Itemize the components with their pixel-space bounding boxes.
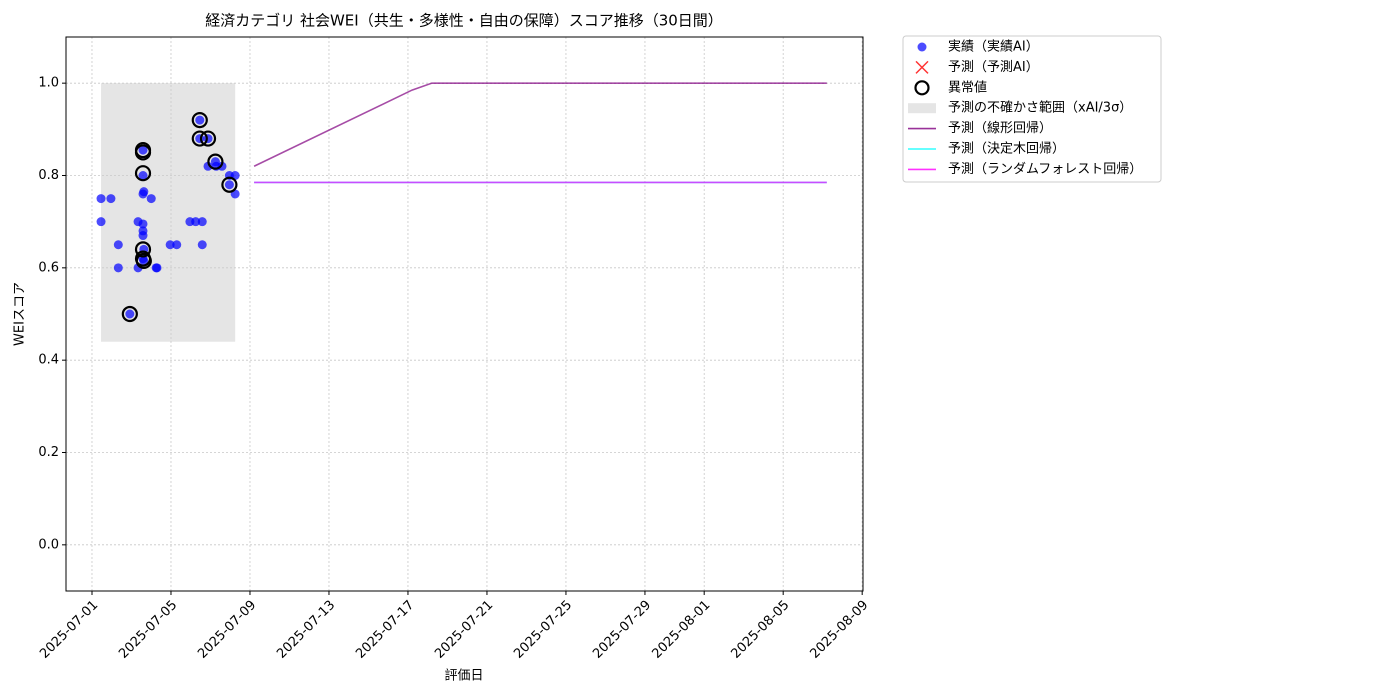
x-tick-label: 2025-07-13 [274,598,338,662]
y-tick-label: 1.0 [38,76,59,91]
legend-label: 予測（線形回帰） [948,120,1052,136]
anomaly-marker [199,130,217,147]
legend-marker [908,103,936,114]
anomaly-marker [221,176,238,193]
actual-point [125,309,135,319]
x-tick-label: 2025-08-09 [807,598,871,662]
y-axis-label: WEIスコア [13,282,28,346]
y-tick-label: 0.0 [38,537,59,552]
actual-point [197,217,207,227]
y-tick-label: 0.4 [38,353,59,368]
actual-point [224,180,234,190]
legend-label: 予測（予測AI） [948,60,1039,75]
x-tick-label: 2025-07-21 [432,598,496,662]
anomaly-marker [191,111,208,129]
x-tick-label: 2025-07-05 [116,598,180,662]
actual-point [203,161,213,171]
legend-label: 実績（実績AI） [948,39,1039,55]
legend-marker [917,42,927,52]
actual-point [172,240,182,250]
x-tick-label: 2025-08-05 [728,598,792,662]
actual-point [152,263,162,273]
y-tick-label: 0.6 [38,260,59,275]
legend-label: 予測（ランダムフォレスト回帰） [948,161,1142,177]
y-tick-label: 0.8 [38,168,59,183]
legend-label: 予測（決定木回帰） [948,141,1065,157]
actual-point [139,187,149,197]
anomaly-marker [191,130,208,147]
anomaly-marker [134,165,152,182]
actual-point [138,219,148,229]
legend-marker [915,60,929,74]
actual-point [146,194,156,204]
actual-point [113,263,123,273]
actual-point [197,240,207,250]
actual-point [106,194,116,204]
x-tick-label: 2025-07-25 [511,598,575,662]
uncertainty-band [101,83,236,342]
anomaly-marker [121,305,138,323]
anomaly-marker [134,144,152,161]
forecast-line [253,82,827,167]
actual-point [138,145,148,155]
actual-point [138,171,148,180]
actual-point [139,256,149,266]
legend-label: 異常値 [948,79,987,95]
x-tick-label: 2025-07-29 [590,598,654,662]
x-tick-label: 2025-08-01 [649,598,713,662]
actual-point [113,240,123,250]
plot-frame [65,36,864,592]
actual-point [96,194,106,204]
actual-point [165,240,175,250]
actual-point [138,231,148,241]
actual-point [96,217,106,227]
x-tick-label: 2025-07-17 [353,598,417,662]
actual-point [191,217,201,227]
legend-marker [914,80,930,96]
legend-box [902,35,1162,183]
legend-label: 予測の不確かさ範囲（xAI/3σ） [948,100,1132,116]
x-tick-label: 2025-07-09 [195,598,259,662]
anomaly-marker [135,252,152,270]
chart-title: 経済カテゴリ 社会WEI（共生・多様性・自由の保障）スコア推移（30日間） [205,12,723,30]
actual-point [195,115,205,125]
y-tick-label: 0.2 [38,445,59,460]
anomaly-marker [207,153,224,170]
x-axis-label: 評価日 [444,669,483,684]
x-tick-label: 2025-07-01 [37,598,101,662]
anomaly-marker [134,241,152,258]
